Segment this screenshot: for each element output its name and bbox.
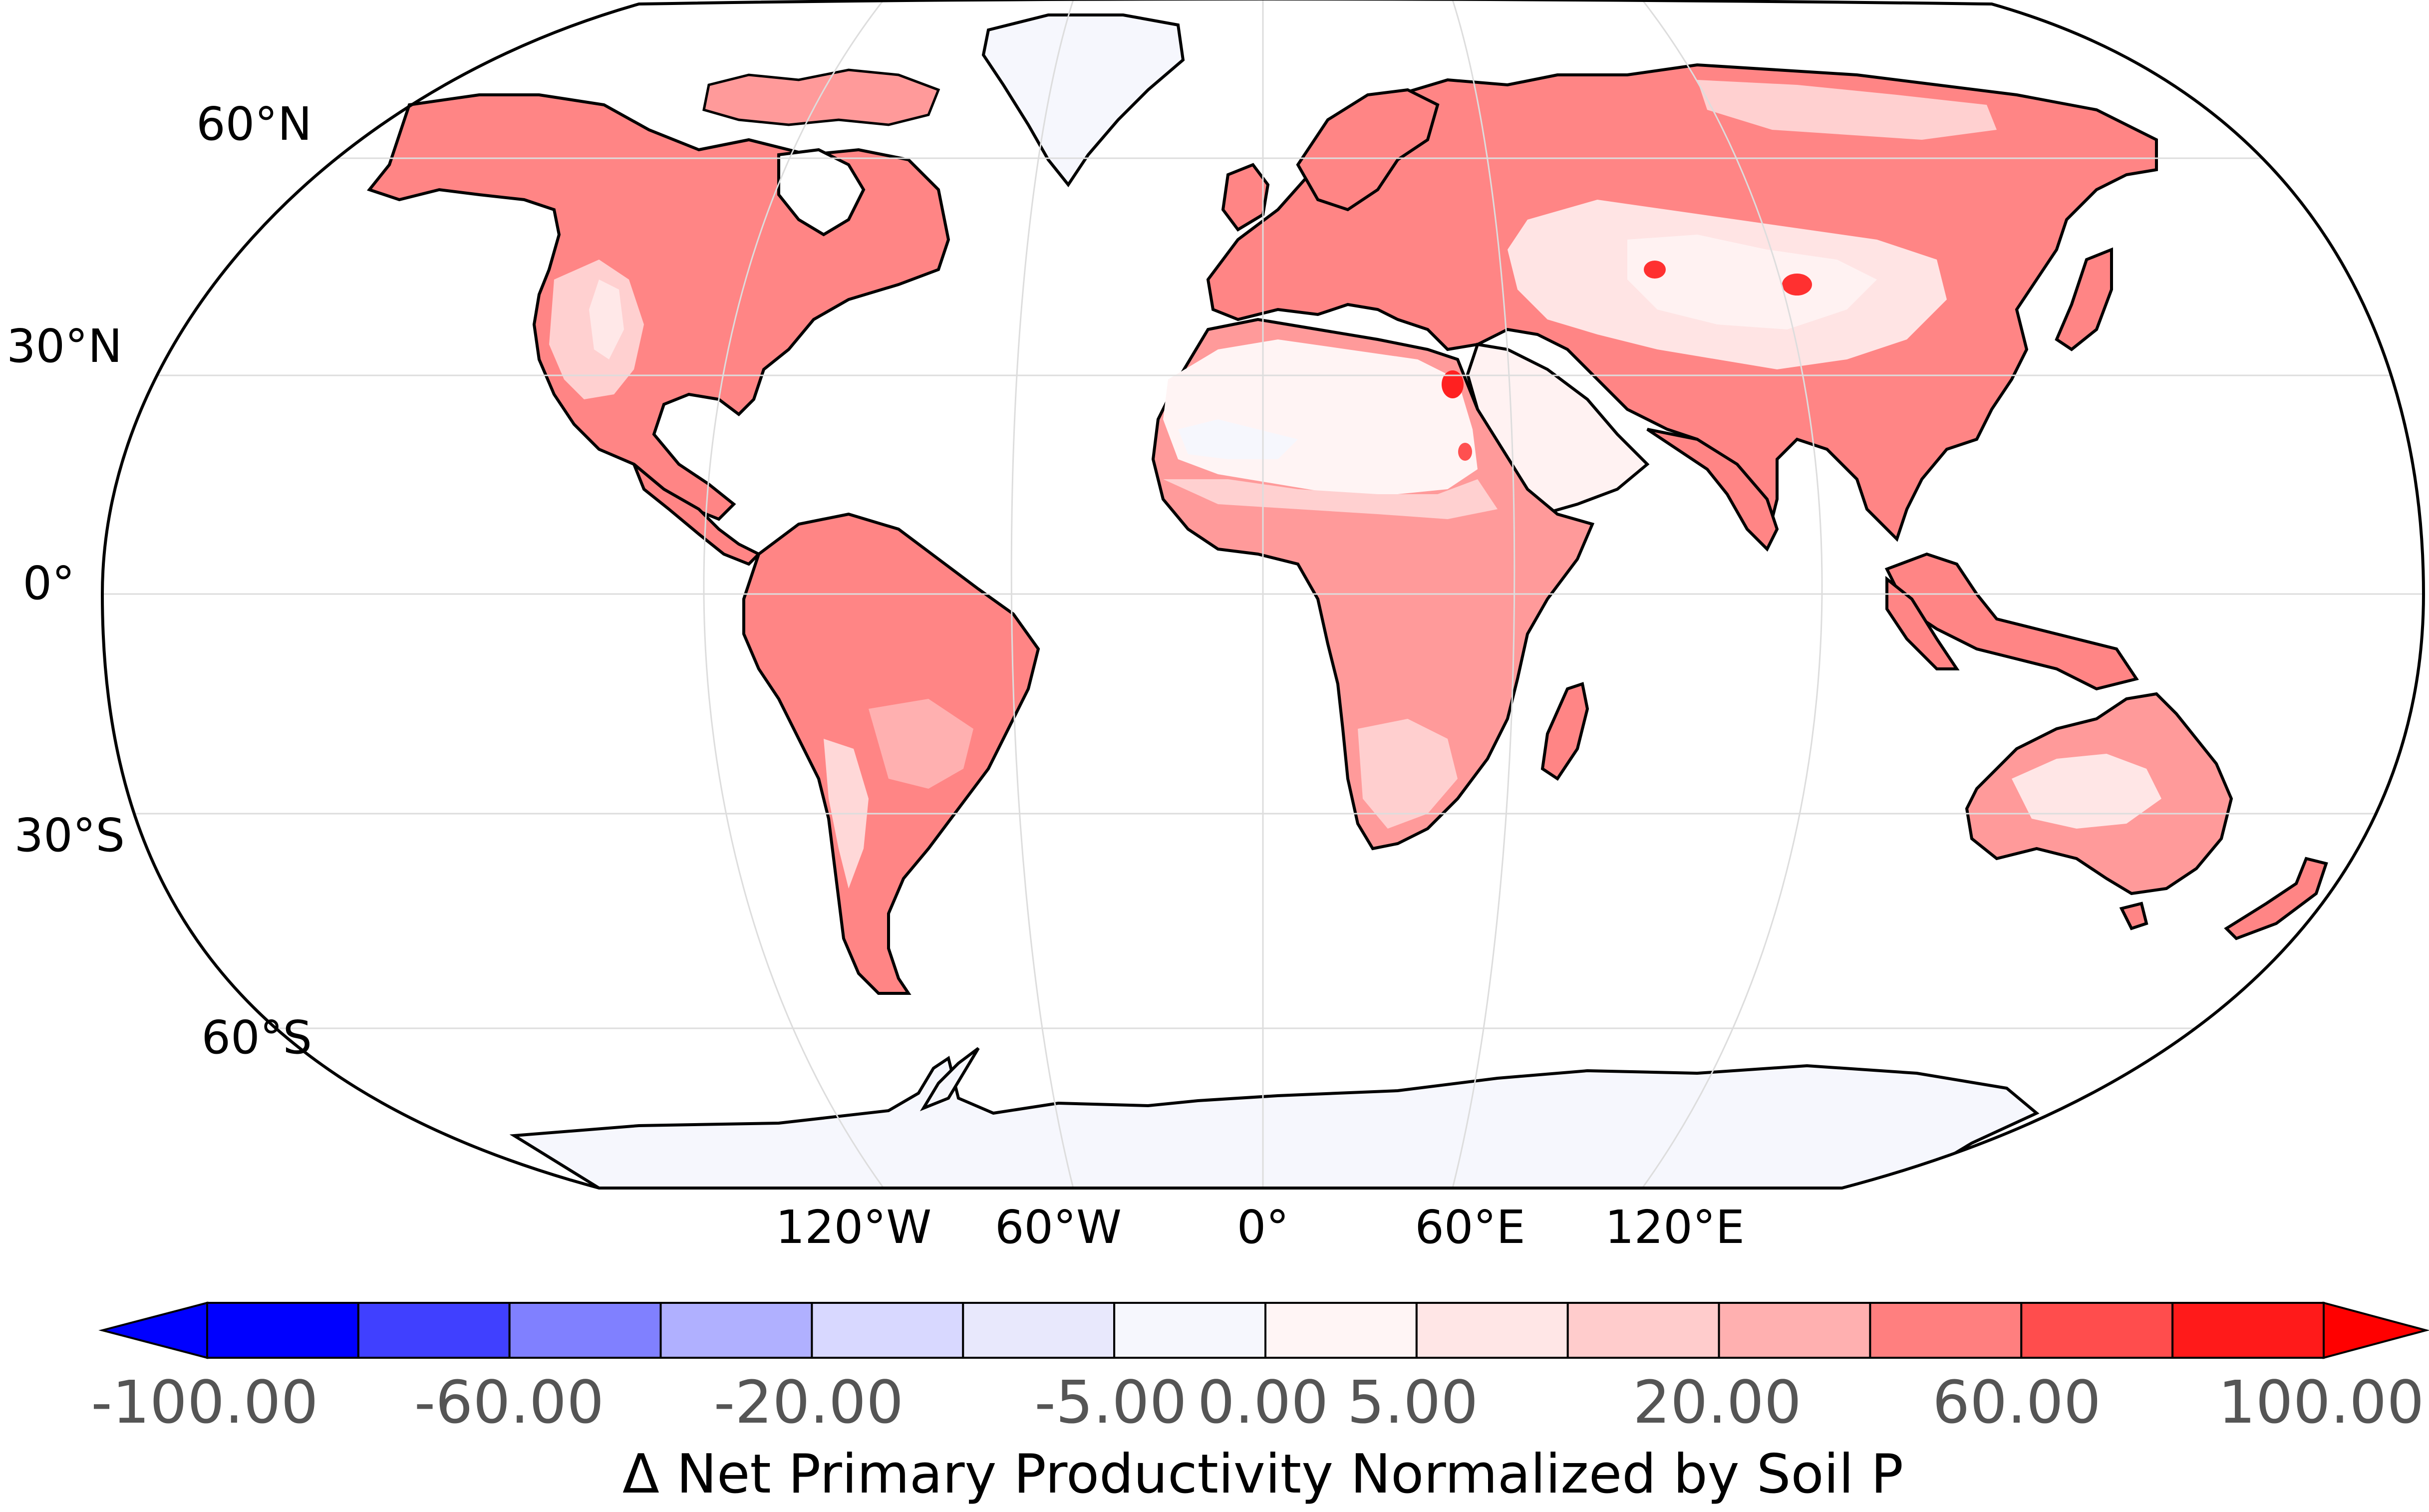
- australia-pale: [2012, 754, 2161, 829]
- tasmania: [2119, 902, 2148, 930]
- colorbar-tick-label: 0.00: [1198, 1368, 1329, 1437]
- hudson-bay: [777, 148, 866, 237]
- hotspot-nile: [1458, 443, 1472, 461]
- colorbar-tick-label: 5.00: [1347, 1368, 1479, 1437]
- colorbar-segment: [659, 1302, 813, 1359]
- map: 60°N 30°N 0° 30°S 60°S 120°W 60°W 0° 60°…: [6, 0, 2426, 1254]
- hotspot-caspian: [1644, 261, 1666, 279]
- lat-label-30s: 30°S: [14, 809, 125, 862]
- colorbar-segment: [1264, 1302, 1418, 1359]
- colorbar-tick-label: -60.00: [414, 1368, 604, 1437]
- colorbar-tick-label: -5.00: [1034, 1368, 1187, 1437]
- lat-label-60s: 60°S: [202, 1011, 312, 1064]
- colorbar-segment: [357, 1302, 511, 1359]
- central-america: [632, 463, 762, 566]
- colorbar-label: Δ Net Primary Productivity Normalized by…: [622, 1443, 1903, 1506]
- arctic-islands: [702, 68, 940, 126]
- colorbar-segment: [1718, 1302, 1871, 1359]
- colorbar-segment: [811, 1302, 964, 1359]
- colorbar-segment: [2020, 1302, 2174, 1359]
- lon-label-60w: 60°W: [995, 1201, 1122, 1254]
- colorbar-extend-over: [2323, 1301, 2429, 1359]
- lat-label-0: 0°: [22, 557, 75, 610]
- colorbar-segment: [962, 1302, 1116, 1359]
- madagascar: [1540, 682, 1589, 781]
- colorbar-tick-label: 20.00: [1633, 1368, 1802, 1437]
- na-pale-region: [589, 280, 624, 359]
- lat-label-60n: 60°N: [196, 97, 312, 151]
- colorbar-segment: [508, 1302, 662, 1359]
- lon-label-120w: 120°W: [776, 1201, 932, 1254]
- siberia-pale: [1697, 80, 1997, 140]
- colorbar-tick-label: -100.00: [91, 1368, 318, 1437]
- lat-label-30n: 30°N: [6, 319, 122, 373]
- central-asia-light: [1627, 235, 1877, 329]
- colorbar-segment: [1566, 1302, 1720, 1359]
- colorbar-tick-label: 60.00: [1932, 1368, 2101, 1437]
- colorbar-segment: [1869, 1302, 2023, 1359]
- globe-border: [100, 0, 2426, 1190]
- sa-light-region: [869, 699, 973, 789]
- colorbar-tick-label: 100.00: [2218, 1368, 2425, 1437]
- hotspot-nile-delta: [1442, 370, 1464, 398]
- sahel-band: [1163, 479, 1498, 519]
- hotspot-central-asia: [1782, 274, 1812, 296]
- japan: [2055, 247, 2113, 351]
- scandinavia: [1296, 88, 1440, 212]
- colorbar-segments: [206, 1302, 2325, 1359]
- lon-label-60e: 60°E: [1415, 1201, 1525, 1254]
- colorbar-segment: [1415, 1302, 1569, 1359]
- colorbar: -100.00 -60.00 -20.00 -5.00 0.00 5.00 20…: [91, 1301, 2429, 1506]
- colorbar-segment: [206, 1302, 359, 1359]
- colorbar-tick-label: -20.00: [714, 1368, 904, 1437]
- greenland: [981, 13, 1185, 188]
- india: [1646, 428, 1779, 552]
- lon-label-120e: 120°E: [1605, 1201, 1745, 1254]
- colorbar-extend-under: [98, 1301, 208, 1359]
- lon-label-0: 0°: [1237, 1201, 1289, 1254]
- colorbar-segment: [1113, 1302, 1266, 1359]
- sumatra: [1885, 576, 1960, 670]
- new-zealand: [2224, 857, 2328, 940]
- sahara-core: [1178, 419, 1298, 459]
- antarctic-peninsula: [919, 1047, 980, 1112]
- antarctica: [509, 1056, 2040, 1188]
- southeast-asia-islands: [1884, 552, 2139, 691]
- colorbar-segment: [2171, 1302, 2325, 1359]
- southern-africa-pale: [1358, 719, 1458, 829]
- colorbar-frame: [206, 1302, 2325, 1359]
- gridlines: [102, 0, 2424, 1188]
